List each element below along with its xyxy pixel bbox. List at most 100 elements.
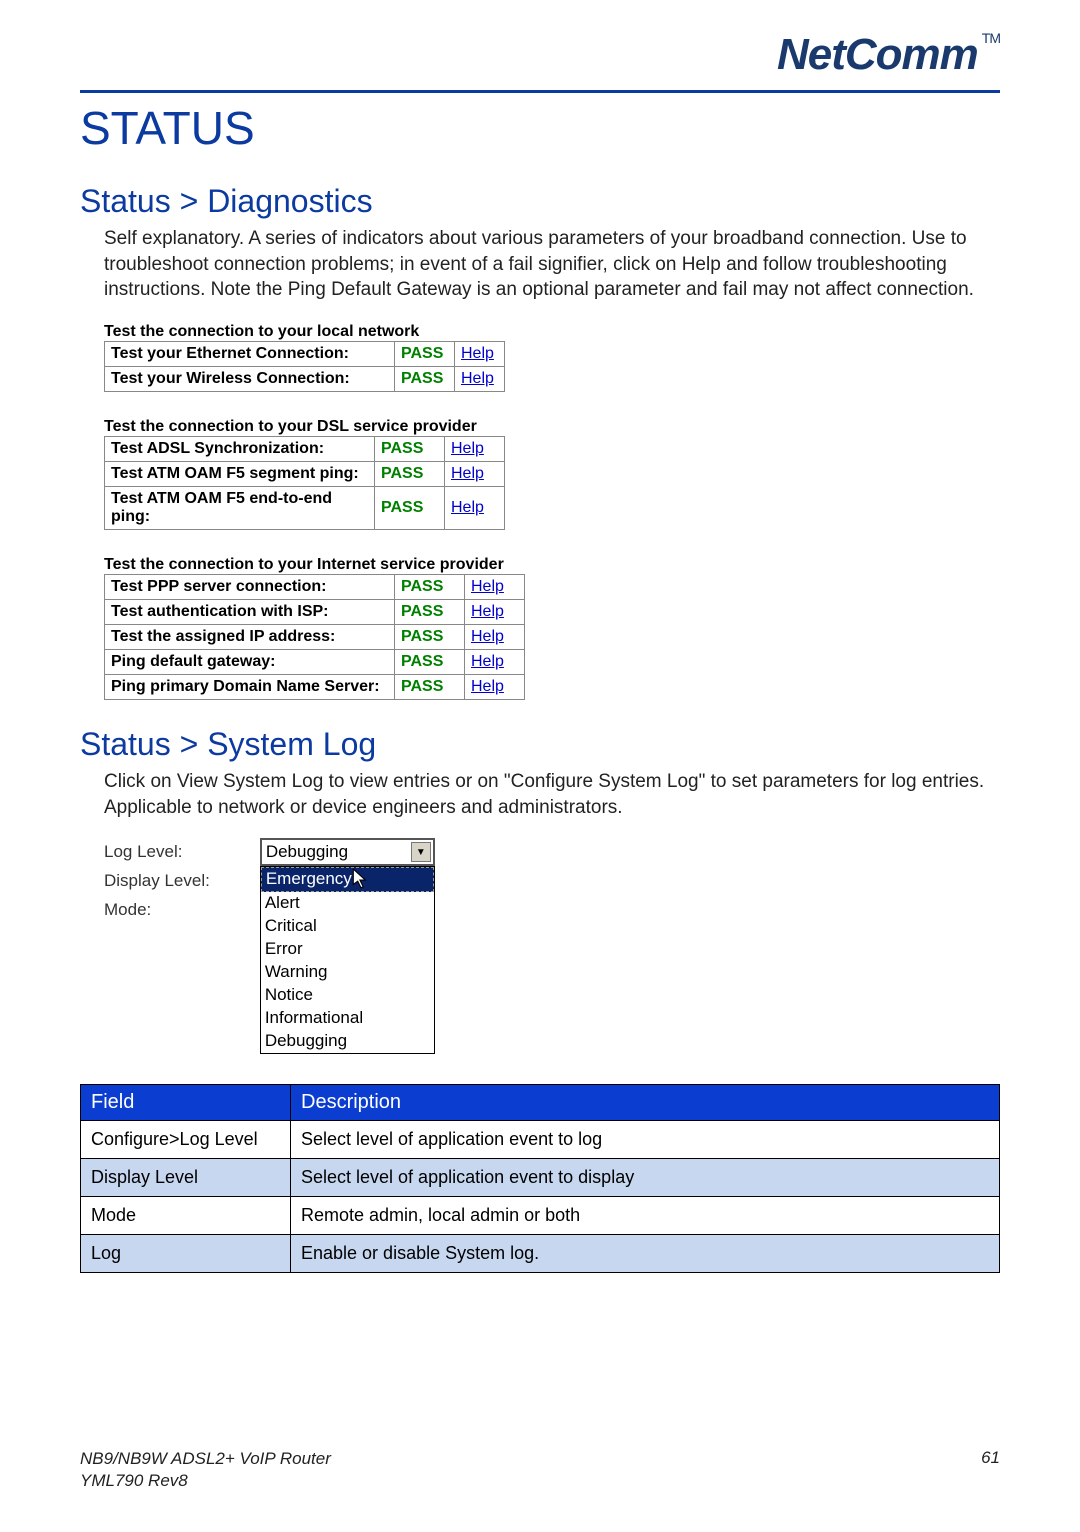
th-field: Field xyxy=(81,1084,291,1120)
dropdown-option[interactable]: Debugging xyxy=(261,1030,434,1053)
help-link[interactable]: Help xyxy=(471,678,504,695)
diag-row: Test ADSL Synchronization:PASS Help xyxy=(105,436,505,461)
brand-logo: NetCommTM xyxy=(777,30,1000,80)
field-name-cell: Mode xyxy=(81,1196,291,1234)
diagnostics-description: Self explanatory. A series of indicators… xyxy=(104,226,1000,303)
diag-status: PASS xyxy=(395,674,465,699)
diag-status: PASS xyxy=(395,649,465,674)
diag-help-cell: Help xyxy=(465,599,525,624)
th-description: Description xyxy=(291,1084,1000,1120)
diag-test-label: Test your Ethernet Connection: xyxy=(105,341,395,366)
diag-status: PASS xyxy=(395,599,465,624)
trademark-symbol: TM xyxy=(982,30,1000,46)
help-link[interactable]: Help xyxy=(451,499,484,516)
dropdown-option[interactable]: Critical xyxy=(261,915,434,938)
mode-label: Mode: xyxy=(104,896,210,925)
diag-help-cell: Help xyxy=(465,574,525,599)
help-link[interactable]: Help xyxy=(471,628,504,645)
help-link[interactable]: Help xyxy=(471,653,504,670)
dropdown-stack: Debugging ▼ EmergencyAlertCriticalErrorW… xyxy=(260,838,435,1054)
diag-status: PASS xyxy=(375,461,445,486)
field-desc-cell: Remote admin, local admin or both xyxy=(291,1196,1000,1234)
log-level-value: Debugging xyxy=(266,842,348,862)
diag-table: Test ADSL Synchronization:PASSHelpTest A… xyxy=(104,436,505,530)
diag-status: PASS xyxy=(395,624,465,649)
diag-status: PASS xyxy=(375,486,445,529)
diag-test-label: Test authentication with ISP: xyxy=(105,599,395,624)
diag-test-label: Test ADSL Synchronization: xyxy=(105,436,375,461)
field-name-cell: Display Level xyxy=(81,1158,291,1196)
diag-row: Test ATM OAM F5 end-to-end ping:PASS Help xyxy=(105,486,505,529)
diag-status: PASS xyxy=(375,436,445,461)
help-link[interactable]: Help xyxy=(471,603,504,620)
help-link[interactable]: Help xyxy=(461,370,494,387)
diag-row: Test the assigned IP address:PASS Help xyxy=(105,624,525,649)
systemlog-labels: Log Level: Display Level: Mode: xyxy=(104,838,210,1054)
diag-test-label: Test PPP server connection: xyxy=(105,574,395,599)
diag-help-cell: Help xyxy=(465,649,525,674)
field-table-row: Display LevelSelect level of application… xyxy=(81,1158,1000,1196)
section-heading-systemlog: Status > System Log xyxy=(80,726,1000,763)
diag-row: Ping default gateway:PASS Help xyxy=(105,649,525,674)
diag-help-cell: Help xyxy=(455,366,505,391)
log-level-select[interactable]: Debugging ▼ xyxy=(260,838,435,866)
chevron-down-icon: ▼ xyxy=(411,842,431,862)
diag-group-caption: Test the connection to your local networ… xyxy=(104,323,1000,341)
diag-test-label: Test ATM OAM F5 end-to-end ping: xyxy=(105,486,375,529)
header-rule xyxy=(80,90,1000,93)
diag-row: Test your Wireless Connection:PASS Help xyxy=(105,366,505,391)
log-level-label: Log Level: xyxy=(104,838,210,867)
systemlog-description: Click on View System Log to view entries… xyxy=(104,769,1000,820)
diag-help-cell: Help xyxy=(445,486,505,529)
diag-group-caption: Test the connection to your Internet ser… xyxy=(104,556,1000,574)
footer-rev: YML790 Rev8 xyxy=(80,1470,331,1492)
diag-help-cell: Help xyxy=(445,461,505,486)
diag-test-label: Test your Wireless Connection: xyxy=(105,366,395,391)
display-level-select-open[interactable]: EmergencyAlertCriticalErrorWarningNotice… xyxy=(260,866,435,1054)
diag-row: Test ATM OAM F5 segment ping:PASS Help xyxy=(105,461,505,486)
diag-status: PASS xyxy=(395,341,455,366)
field-name-cell: Configure>Log Level xyxy=(81,1120,291,1158)
field-name-cell: Log xyxy=(81,1234,291,1272)
page-title: STATUS xyxy=(80,101,1000,155)
help-link[interactable]: Help xyxy=(451,465,484,482)
diag-help-cell: Help xyxy=(465,674,525,699)
diag-row: Ping primary Domain Name Server:PASS Help xyxy=(105,674,525,699)
dropdown-option[interactable]: Emergency xyxy=(261,867,434,892)
diag-table: Test your Ethernet Connection:PASSHelpTe… xyxy=(104,341,505,392)
diag-test-label: Test the assigned IP address: xyxy=(105,624,395,649)
page-number: 61 xyxy=(981,1448,1000,1492)
dropdown-option[interactable]: Alert xyxy=(261,892,434,915)
diag-test-label: Ping primary Domain Name Server: xyxy=(105,674,395,699)
brand-name: NetComm xyxy=(777,30,978,79)
help-link[interactable]: Help xyxy=(461,345,494,362)
diag-status: PASS xyxy=(395,366,455,391)
diag-row: Test authentication with ISP:PASS Help xyxy=(105,599,525,624)
diagnostics-tables-container: Test the connection to your local networ… xyxy=(104,323,1000,700)
diag-row: Test PPP server connection:PASS Help xyxy=(105,574,525,599)
display-level-label: Display Level: xyxy=(104,867,210,896)
diag-row: Test your Ethernet Connection:PASS Help xyxy=(105,341,505,366)
diag-help-cell: Help xyxy=(455,341,505,366)
field-desc-cell: Select level of application event to log xyxy=(291,1120,1000,1158)
field-desc-cell: Select level of application event to dis… xyxy=(291,1158,1000,1196)
dropdown-option[interactable]: Notice xyxy=(261,984,434,1007)
diag-help-cell: Help xyxy=(445,436,505,461)
diag-test-label: Test ATM OAM F5 segment ping: xyxy=(105,461,375,486)
systemlog-form: Log Level: Display Level: Mode: Debuggin… xyxy=(104,838,1000,1054)
section-heading-diagnostics: Status > Diagnostics xyxy=(80,183,1000,220)
help-link[interactable]: Help xyxy=(451,440,484,457)
cursor-icon xyxy=(352,868,370,890)
dropdown-option[interactable]: Error xyxy=(261,938,434,961)
field-description-table: Field Description Configure>Log LevelSel… xyxy=(80,1084,1000,1273)
field-table-row: Configure>Log LevelSelect level of appli… xyxy=(81,1120,1000,1158)
field-desc-cell: Enable or disable System log. xyxy=(291,1234,1000,1272)
diag-status: PASS xyxy=(395,574,465,599)
field-table-row: ModeRemote admin, local admin or both xyxy=(81,1196,1000,1234)
dropdown-option[interactable]: Warning xyxy=(261,961,434,984)
dropdown-option[interactable]: Informational xyxy=(261,1007,434,1030)
page-footer: NB9/NB9W ADSL2+ VoIP Router YML790 Rev8 … xyxy=(80,1448,1000,1492)
diag-test-label: Ping default gateway: xyxy=(105,649,395,674)
help-link[interactable]: Help xyxy=(471,578,504,595)
field-table-row: LogEnable or disable System log. xyxy=(81,1234,1000,1272)
